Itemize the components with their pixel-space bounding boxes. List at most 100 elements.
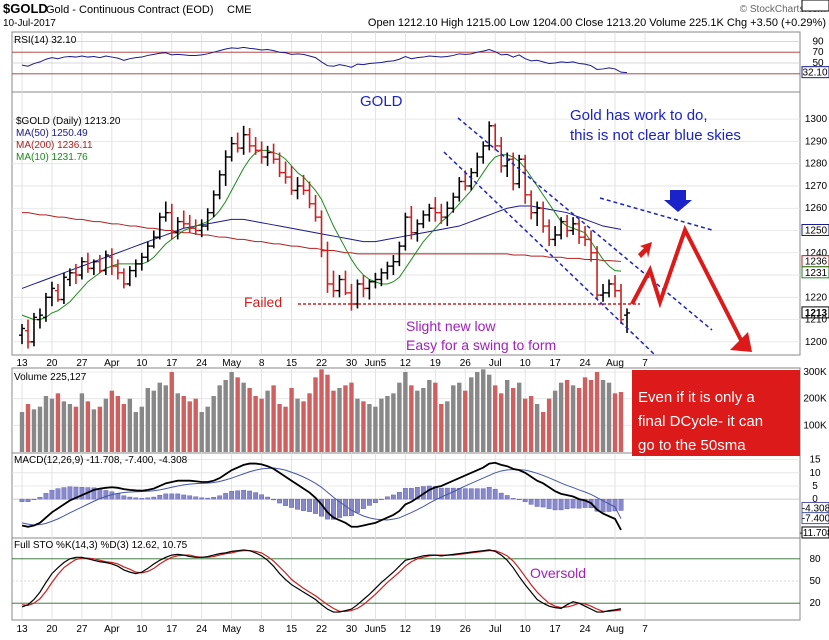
volume-bar bbox=[205, 406, 210, 452]
volume-bar bbox=[199, 412, 204, 452]
chart-date: 10-Jul-2017 bbox=[3, 18, 56, 29]
x-tick-label: 27 bbox=[76, 624, 88, 635]
volume-bar bbox=[349, 382, 354, 452]
macd-histogram-bar bbox=[373, 498, 378, 504]
volume-bar bbox=[271, 385, 276, 452]
macd-histogram-bar bbox=[151, 496, 157, 500]
x-tick-label: 10 bbox=[136, 358, 148, 369]
macd-histogram-bar bbox=[25, 498, 31, 502]
price-label-box bbox=[801, 224, 829, 236]
macd-histogram-bar bbox=[516, 498, 522, 500]
volume-bar bbox=[37, 406, 43, 452]
volume-bar bbox=[67, 404, 73, 452]
x-tick-label: 12 bbox=[400, 358, 412, 369]
macd-histogram-bar bbox=[283, 498, 288, 506]
macd-histogram-bar bbox=[103, 490, 109, 500]
volume-bar bbox=[588, 380, 594, 452]
macd-histogram-bar bbox=[426, 485, 432, 500]
macd-histogram-bar bbox=[61, 487, 67, 500]
rsi-label: RSI(14) 32.10 bbox=[14, 35, 77, 46]
volume-bar bbox=[606, 382, 612, 452]
volume-bar bbox=[343, 385, 348, 452]
note-work-line1: Gold has work to do, bbox=[570, 107, 708, 124]
note-failed: Failed bbox=[244, 294, 282, 310]
volume-bar bbox=[181, 396, 186, 452]
projected-arrowhead bbox=[730, 332, 752, 352]
macd-histogram-bar bbox=[247, 490, 253, 500]
macd-histogram-bar bbox=[606, 498, 612, 512]
x-tick-label: May bbox=[222, 358, 241, 369]
volume-bar bbox=[307, 393, 312, 452]
red-arrow-small bbox=[638, 242, 652, 258]
x-tick-label: 10 bbox=[520, 624, 532, 635]
volume-label: Volume 225,127 bbox=[14, 372, 87, 383]
macd-histogram-bar bbox=[55, 488, 61, 500]
macd-histogram-bar bbox=[504, 495, 510, 500]
volume-tick-label: 200K bbox=[803, 394, 827, 405]
volume-bar bbox=[427, 380, 432, 452]
volume-bar bbox=[55, 393, 61, 452]
x-tick-label: Jul bbox=[489, 624, 502, 635]
volume-bar bbox=[229, 372, 234, 452]
sto-d-line bbox=[21, 550, 622, 612]
x-tick-label: 8 bbox=[259, 624, 265, 635]
blue-down-arrow bbox=[664, 190, 692, 212]
x-tick-label: 13 bbox=[16, 358, 28, 369]
volume-bar bbox=[241, 382, 246, 452]
macd-histogram-bar bbox=[115, 493, 121, 500]
ma10-line bbox=[21, 149, 622, 321]
price-tick-label: 1236 bbox=[805, 257, 828, 268]
macd-histogram-bar bbox=[486, 487, 492, 500]
symbol: $GOLD bbox=[3, 1, 48, 16]
volume-bar bbox=[325, 374, 330, 452]
macd-histogram-bar bbox=[546, 498, 552, 509]
macd-histogram-bar bbox=[402, 488, 408, 500]
macd-histogram-bar bbox=[253, 492, 259, 500]
x-tick-label: 19 bbox=[430, 624, 442, 635]
macd-histogram-bar bbox=[450, 487, 456, 500]
macd-current-label: -4.308 bbox=[802, 503, 829, 514]
volume-bar bbox=[313, 377, 318, 452]
macd-histogram-bar bbox=[67, 486, 73, 500]
macd-histogram-bar bbox=[367, 498, 372, 506]
volume-bar bbox=[49, 398, 55, 452]
macd-histogram-bar bbox=[492, 488, 498, 500]
ma50-dotted-line bbox=[599, 197, 713, 231]
x-tick-label: 12 bbox=[400, 624, 412, 635]
volume-bar bbox=[600, 380, 606, 452]
volume-bar bbox=[247, 388, 252, 452]
volume-bar bbox=[265, 390, 270, 452]
volume-bar bbox=[522, 398, 528, 452]
volume-bar bbox=[540, 412, 546, 452]
macd-histogram-bar bbox=[558, 498, 564, 511]
volume-bar bbox=[612, 393, 618, 452]
volume-bar bbox=[469, 377, 474, 452]
x-tick-label: Jun5 bbox=[365, 624, 387, 635]
macd-histogram-bar bbox=[528, 498, 534, 505]
price-tick-label: 1290 bbox=[805, 136, 828, 147]
x-tick-label: 24 bbox=[196, 624, 208, 635]
macd-histogram-bar bbox=[384, 496, 390, 500]
volume-bar bbox=[463, 390, 468, 452]
note-box-line3: go to the 50sma bbox=[638, 437, 746, 454]
macd-histogram-bar bbox=[301, 498, 306, 511]
x-tick-label: 30 bbox=[346, 358, 358, 369]
macd-histogram-bar bbox=[211, 497, 217, 500]
volume-bar bbox=[510, 388, 516, 452]
volume-bar bbox=[582, 377, 588, 452]
volume-bar bbox=[235, 377, 240, 452]
volume-bar bbox=[403, 372, 408, 452]
macd-current-box bbox=[801, 512, 829, 525]
sto-tick-label: 80 bbox=[809, 554, 821, 565]
x-tick-label: 22 bbox=[316, 358, 328, 369]
volume-bar bbox=[397, 382, 402, 452]
macd-histogram-bar bbox=[175, 493, 181, 500]
volume-bar bbox=[570, 385, 576, 452]
macd-histogram-bar bbox=[205, 497, 211, 500]
macd-histogram-bar bbox=[157, 494, 163, 500]
macd-histogram-bar bbox=[594, 498, 600, 512]
macd-histogram-bar bbox=[229, 491, 235, 500]
volume-bar bbox=[558, 382, 564, 452]
volume-bar bbox=[91, 409, 97, 452]
macd-histogram-bar bbox=[510, 498, 516, 500]
